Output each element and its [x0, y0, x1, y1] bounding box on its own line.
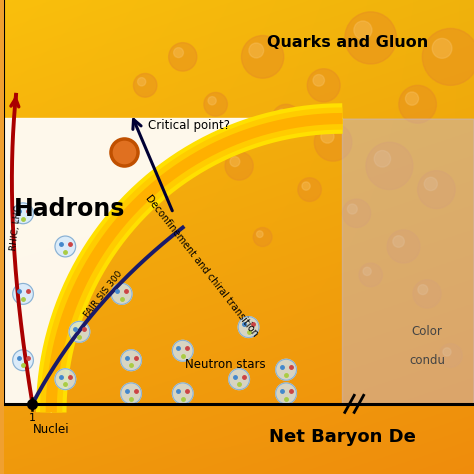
- Circle shape: [413, 280, 441, 308]
- Circle shape: [307, 69, 340, 102]
- Circle shape: [272, 104, 300, 133]
- Circle shape: [253, 228, 272, 246]
- Circle shape: [238, 317, 259, 337]
- Circle shape: [173, 383, 193, 404]
- Circle shape: [443, 348, 451, 356]
- Circle shape: [418, 284, 428, 295]
- Circle shape: [387, 230, 420, 263]
- Circle shape: [208, 97, 216, 105]
- Text: Nuclei: Nuclei: [33, 423, 70, 437]
- Circle shape: [313, 74, 325, 86]
- Polygon shape: [4, 118, 343, 412]
- Text: Hadrons: Hadrons: [14, 197, 126, 220]
- Circle shape: [277, 109, 287, 119]
- Text: Quarks and Gluon: Quarks and Gluon: [266, 35, 428, 50]
- Circle shape: [359, 263, 383, 287]
- Circle shape: [13, 203, 33, 224]
- Circle shape: [173, 340, 193, 361]
- Circle shape: [432, 38, 452, 58]
- Circle shape: [225, 152, 253, 180]
- Circle shape: [321, 130, 334, 143]
- Circle shape: [374, 150, 391, 167]
- Circle shape: [422, 28, 474, 85]
- Circle shape: [121, 383, 141, 404]
- Circle shape: [276, 383, 296, 404]
- Circle shape: [345, 12, 396, 64]
- Circle shape: [55, 236, 76, 257]
- Text: Deconfinement and chiral transition: Deconfinement and chiral transition: [143, 193, 260, 338]
- Text: Critical point?: Critical point?: [147, 119, 229, 132]
- Text: condu: condu: [409, 354, 445, 367]
- Circle shape: [55, 369, 76, 390]
- Circle shape: [111, 283, 132, 304]
- Circle shape: [298, 178, 321, 201]
- Circle shape: [302, 182, 310, 190]
- Circle shape: [343, 199, 371, 228]
- Circle shape: [439, 344, 462, 367]
- Circle shape: [399, 85, 437, 123]
- Text: 1: 1: [29, 413, 36, 423]
- Text: Color: Color: [411, 325, 442, 338]
- Circle shape: [169, 43, 197, 71]
- Circle shape: [405, 92, 419, 105]
- Text: Neutron stars: Neutron stars: [185, 358, 265, 372]
- Polygon shape: [324, 118, 474, 404]
- Circle shape: [134, 73, 157, 97]
- Circle shape: [354, 21, 372, 39]
- Circle shape: [69, 321, 90, 342]
- Text: FAIR SIS 300: FAIR SIS 300: [82, 269, 124, 319]
- Text: Net Baryon De: Net Baryon De: [269, 428, 416, 446]
- Circle shape: [347, 204, 357, 214]
- Circle shape: [204, 92, 228, 116]
- Circle shape: [276, 359, 296, 380]
- Circle shape: [229, 369, 249, 390]
- Circle shape: [393, 236, 404, 247]
- Text: RHIC, LHC: RHIC, LHC: [9, 204, 23, 251]
- Circle shape: [363, 267, 371, 275]
- Circle shape: [241, 36, 284, 78]
- Circle shape: [173, 48, 183, 57]
- Circle shape: [366, 142, 413, 190]
- Circle shape: [249, 43, 264, 58]
- Circle shape: [256, 231, 263, 237]
- Circle shape: [13, 283, 33, 304]
- Circle shape: [230, 156, 240, 166]
- Circle shape: [13, 350, 33, 371]
- Circle shape: [137, 78, 146, 86]
- Circle shape: [121, 350, 141, 371]
- Circle shape: [314, 123, 352, 161]
- Circle shape: [418, 171, 455, 209]
- Circle shape: [424, 177, 438, 191]
